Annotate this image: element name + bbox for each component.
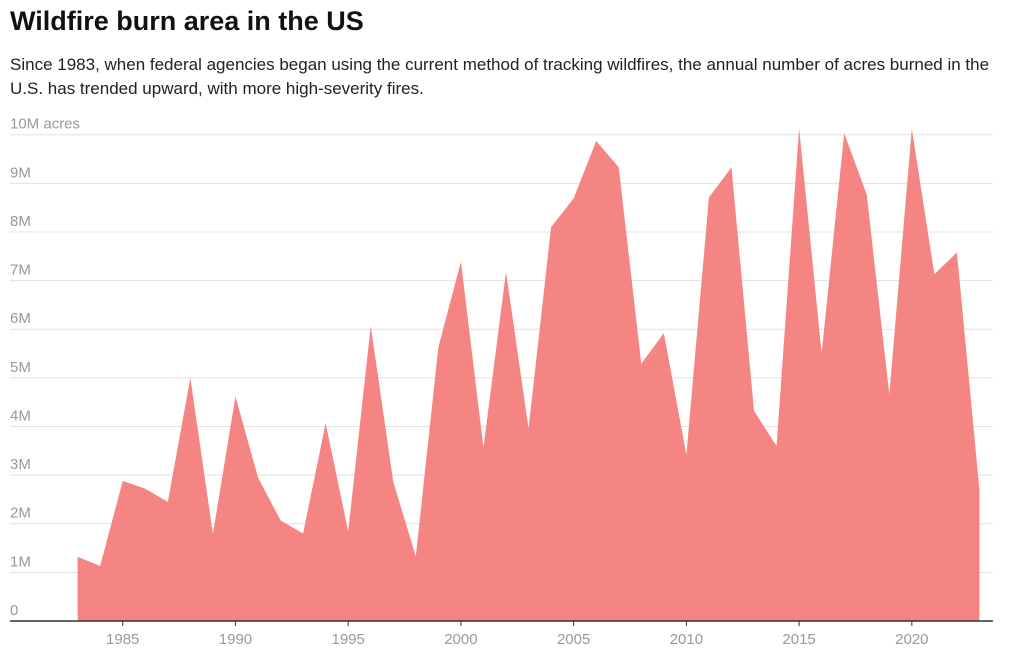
y-tick-label: 7M bbox=[10, 262, 31, 279]
x-tick-label: 2015 bbox=[782, 631, 815, 648]
chart-subtitle: Since 1983, when federal agencies began … bbox=[10, 55, 990, 98]
x-tick-label: 2020 bbox=[895, 631, 928, 648]
y-tick-label: 0 bbox=[10, 602, 18, 619]
y-tick-label: 6M bbox=[10, 310, 31, 327]
y-tick-label: 3M bbox=[10, 456, 31, 473]
x-tick-label: 2000 bbox=[444, 631, 477, 648]
y-tick-label: 2M bbox=[10, 505, 31, 522]
x-tick-label: 1985 bbox=[106, 631, 139, 648]
chart-title: Wildfire burn area in the US bbox=[10, 6, 364, 36]
area bbox=[77, 128, 980, 621]
y-tick-label: 5M bbox=[10, 359, 31, 376]
x-tick-label: 2010 bbox=[670, 631, 703, 648]
y-tick-label: 4M bbox=[10, 407, 31, 424]
x-tick-label: 1990 bbox=[219, 631, 252, 648]
y-tick-label: 9M bbox=[10, 164, 31, 181]
x-tick-label: 1995 bbox=[332, 631, 365, 648]
y-tick-label: 10M acres bbox=[10, 116, 80, 133]
y-tick-label: 1M bbox=[10, 553, 31, 570]
y-tick-label: 8M bbox=[10, 213, 31, 230]
x-tick-label: 2005 bbox=[557, 631, 590, 648]
